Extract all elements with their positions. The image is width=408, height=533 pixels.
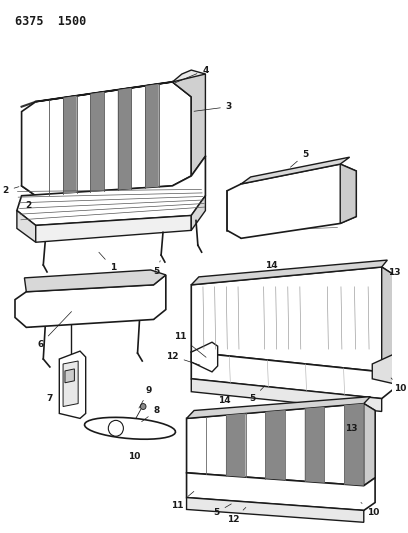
Text: 3: 3 (194, 102, 232, 111)
Polygon shape (372, 354, 397, 384)
Polygon shape (22, 82, 191, 196)
Text: 5: 5 (290, 150, 308, 167)
Polygon shape (186, 403, 375, 486)
Polygon shape (191, 379, 382, 411)
Polygon shape (17, 156, 205, 225)
Polygon shape (186, 498, 364, 522)
Text: 10: 10 (361, 503, 379, 517)
Polygon shape (191, 196, 205, 230)
Polygon shape (241, 157, 350, 184)
Text: 12: 12 (227, 507, 246, 524)
Text: 2: 2 (25, 201, 31, 210)
Text: 5: 5 (214, 504, 231, 517)
Polygon shape (382, 267, 394, 372)
Polygon shape (344, 403, 364, 486)
Polygon shape (59, 351, 86, 418)
Polygon shape (186, 473, 375, 511)
Polygon shape (191, 342, 217, 372)
Text: 7: 7 (47, 394, 53, 403)
Text: 14: 14 (218, 396, 231, 405)
Text: 9: 9 (139, 386, 152, 408)
Polygon shape (173, 74, 205, 176)
Text: 13: 13 (345, 424, 358, 433)
Polygon shape (227, 164, 356, 238)
Text: 6: 6 (37, 312, 71, 349)
Text: 10: 10 (129, 451, 141, 461)
Polygon shape (145, 84, 159, 188)
Text: 14: 14 (265, 261, 278, 270)
Polygon shape (84, 417, 175, 439)
Text: 13: 13 (388, 269, 400, 278)
Polygon shape (191, 267, 394, 372)
Polygon shape (118, 88, 131, 190)
Text: 4: 4 (175, 66, 208, 83)
Polygon shape (65, 369, 74, 383)
Polygon shape (36, 70, 205, 102)
Text: 6375  1500: 6375 1500 (15, 14, 86, 28)
Text: 11: 11 (171, 491, 194, 510)
Polygon shape (186, 397, 370, 418)
Polygon shape (63, 96, 77, 194)
Text: 11: 11 (174, 332, 206, 357)
Polygon shape (15, 275, 166, 327)
Polygon shape (305, 407, 324, 483)
Polygon shape (17, 211, 36, 243)
Text: 5: 5 (249, 386, 265, 403)
Text: 2: 2 (2, 187, 19, 195)
Polygon shape (24, 270, 166, 292)
Polygon shape (91, 92, 104, 192)
Text: 12: 12 (166, 352, 200, 365)
Text: 8: 8 (142, 406, 160, 422)
Polygon shape (191, 352, 394, 399)
Polygon shape (265, 410, 285, 480)
Text: 10: 10 (391, 378, 407, 393)
Polygon shape (36, 215, 191, 243)
Polygon shape (340, 164, 356, 223)
Polygon shape (191, 260, 387, 285)
Text: 1: 1 (99, 252, 116, 272)
Polygon shape (63, 361, 78, 407)
Polygon shape (226, 414, 246, 477)
Circle shape (140, 403, 146, 409)
Text: 5: 5 (153, 261, 160, 277)
Polygon shape (364, 403, 375, 486)
